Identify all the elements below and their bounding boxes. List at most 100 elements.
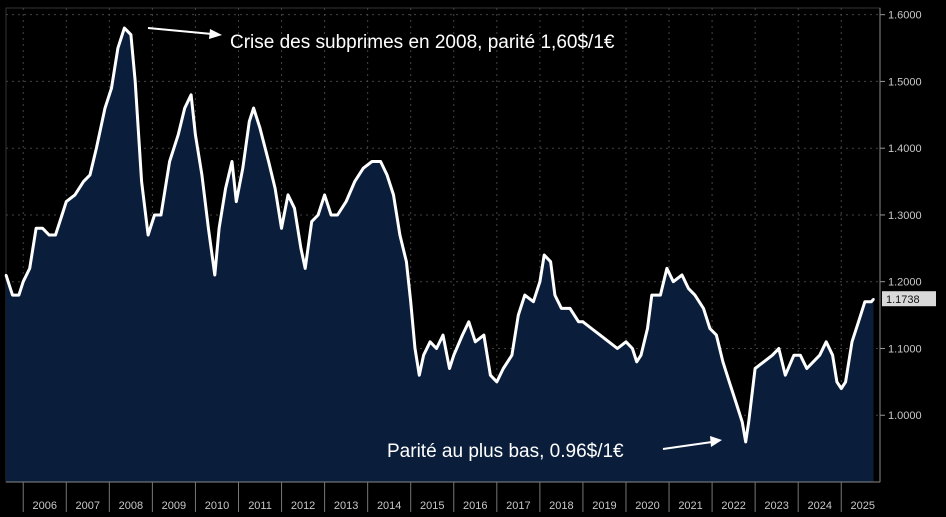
y-tick-label: 1.0000 [888,410,922,422]
data-point [753,367,757,370]
data-point [850,340,854,344]
x-tick-label: 2009 [162,500,186,512]
data-point [844,380,847,384]
data-point [323,193,326,197]
data-point [140,180,143,183]
annotation-subprimes-arrow [147,27,222,39]
data-point [747,420,750,424]
data-point [248,120,251,123]
x-tick-label: 2024 [807,500,831,512]
data-point [553,293,557,297]
data-point [65,200,68,203]
data-point [183,106,186,110]
data-point [258,126,262,130]
x-tick-label: 2010 [205,500,229,512]
data-point [200,173,204,177]
data-point [168,160,171,163]
x-tick-label: 2013 [334,500,358,512]
data-point [568,307,572,310]
data-point [631,347,634,350]
data-point [812,360,815,364]
data-point [831,353,834,357]
data-point [153,213,156,217]
data-point [409,300,412,303]
data-point [744,440,747,444]
annotation-lowest-arrow [662,436,722,450]
data-point [336,213,339,217]
data-point [304,267,307,270]
data-point [734,400,737,404]
data-point [777,347,781,350]
data-point [489,373,492,377]
data-point [286,193,290,197]
data-point [316,213,320,217]
x-tick-label: 2018 [549,500,573,512]
data-point [280,227,283,230]
data-point [510,353,514,357]
data-point [34,227,38,230]
data-point [448,367,451,370]
x-tick-label: 2019 [592,500,616,512]
y-tick-label: 1.6000 [888,10,922,22]
data-point [467,320,471,323]
data-point [413,347,417,350]
data-point [835,380,839,384]
data-point [607,340,610,344]
data-point [418,373,421,377]
data-point [116,46,120,50]
x-tick-label: 2014 [377,500,401,512]
data-point [177,133,180,137]
data-point [452,353,455,357]
data-point [217,227,221,230]
data-point [702,307,705,310]
data-point [329,213,333,217]
data-point [273,187,277,190]
data-point [379,160,382,163]
data-point [353,180,356,183]
data-point [687,287,690,290]
data-point [635,360,638,364]
data-point [60,213,64,217]
x-tick-label: 2007 [76,500,100,512]
data-point [708,327,712,330]
y-axis: 1.0000 1.1000 1.2000 1.3000 1.4000 1.5000 1.60… [879,8,922,482]
x-tick-label: 2022 [721,500,745,512]
data-point [624,340,628,344]
data-point [422,353,425,357]
data-point [103,106,107,110]
data-point [792,353,796,357]
data-point [88,173,92,177]
data-point [224,187,227,190]
data-point [230,160,234,163]
data-point [495,380,499,384]
data-point [680,273,684,277]
data-point [474,340,477,344]
data-point [784,373,787,377]
data-point [207,227,210,230]
data-point [805,367,809,370]
data-point [741,420,744,424]
data-point [441,333,445,337]
data-point [538,280,542,283]
y-tick-label: 1.4000 [888,143,922,155]
data-point [392,193,395,197]
last-value-box [882,291,936,307]
chart-marks: 1.1738 [4,26,936,444]
data-point [542,253,546,257]
data-point [659,293,662,297]
data-point [17,293,21,297]
data-point [590,327,593,330]
data-point [22,280,25,283]
data-point [771,353,774,357]
x-tick-label: 2023 [764,500,788,512]
data-point [799,353,802,357]
series-area-fill [6,28,874,482]
data-point [870,300,873,303]
annotation-subprimes: Crise des subprimes en 2008, parité 1,60… [230,32,615,53]
data-point [639,353,643,357]
data-point [82,180,85,183]
data-point [213,273,217,277]
data-point [189,93,193,96]
y-tick-label: 1.1000 [888,343,922,355]
data-point [721,360,725,364]
